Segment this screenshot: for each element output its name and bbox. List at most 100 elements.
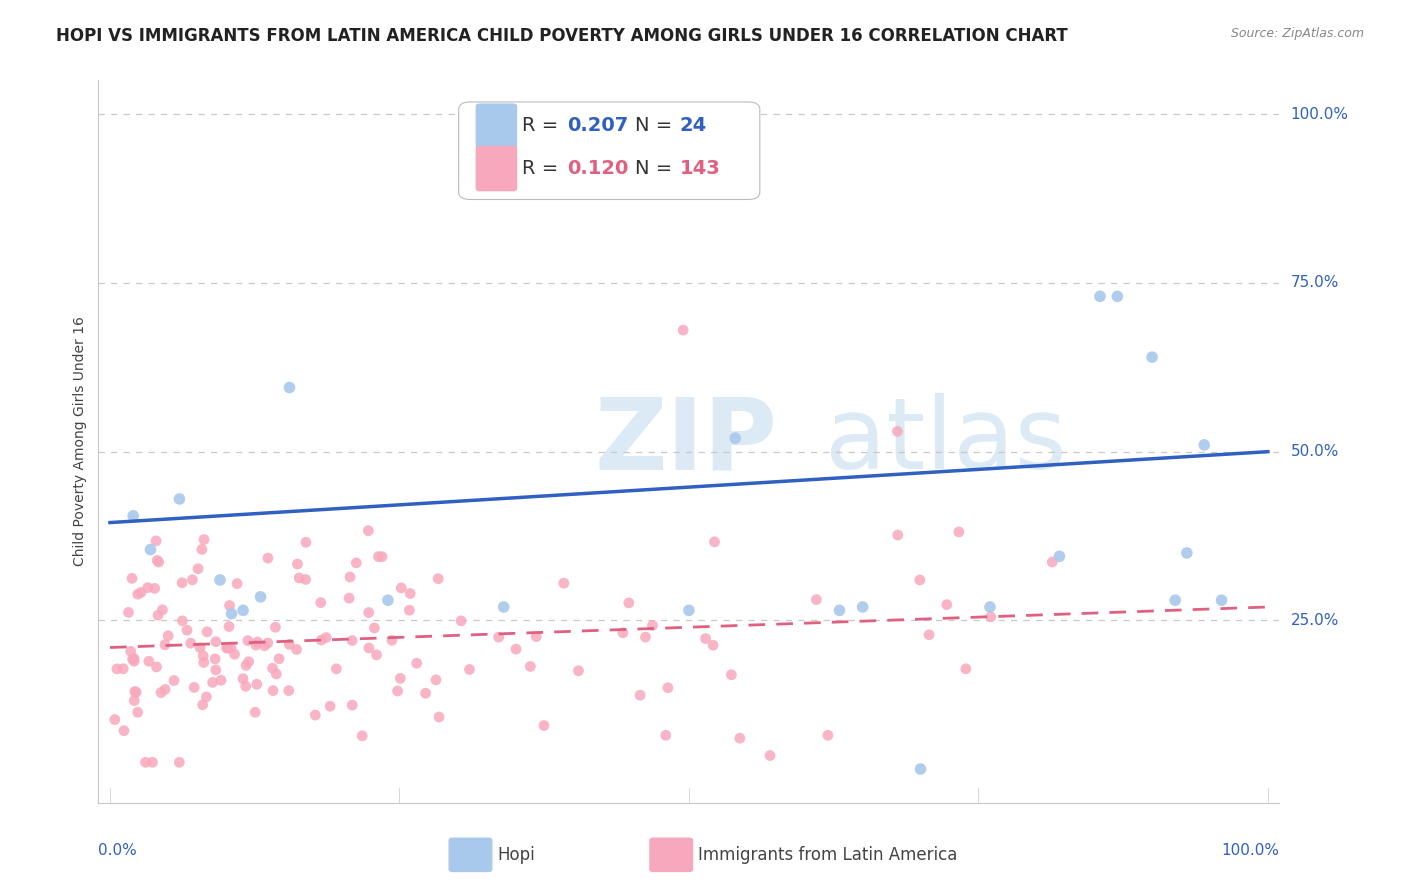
Point — [852, 599, 875, 614]
Point — [910, 762, 932, 776]
Point — [367, 549, 389, 564]
Point — [127, 587, 149, 601]
Point — [193, 533, 215, 547]
Text: 100.0%: 100.0% — [1222, 843, 1279, 857]
Point — [191, 698, 214, 712]
Text: N =: N = — [634, 116, 678, 136]
Point — [304, 708, 326, 723]
Point — [357, 524, 380, 538]
Text: N =: N = — [634, 159, 678, 178]
Point — [612, 625, 634, 640]
Text: 0.120: 0.120 — [567, 159, 628, 178]
Point — [294, 573, 316, 587]
Point — [287, 557, 309, 571]
Point — [204, 652, 226, 666]
Point — [617, 596, 640, 610]
Point — [505, 642, 527, 657]
Point — [1088, 289, 1111, 303]
Point — [246, 677, 269, 691]
Text: Source: ZipAtlas.com: Source: ZipAtlas.com — [1230, 27, 1364, 40]
Point — [172, 614, 194, 628]
Point — [398, 603, 420, 617]
Point — [695, 632, 717, 646]
Point — [205, 634, 228, 648]
Point — [387, 684, 409, 698]
Point — [249, 590, 271, 604]
Point — [672, 323, 695, 337]
Point — [172, 575, 194, 590]
Point — [309, 596, 332, 610]
Point — [340, 633, 363, 648]
Point — [886, 425, 908, 439]
Point — [120, 644, 142, 658]
Text: 24: 24 — [679, 116, 707, 136]
Point — [405, 657, 427, 671]
Point — [218, 619, 240, 633]
Point — [215, 640, 238, 655]
Text: HOPI VS IMMIGRANTS FROM LATIN AMERICA CHILD POVERTY AMONG GIRLS UNDER 16 CORRELA: HOPI VS IMMIGRANTS FROM LATIN AMERICA CH… — [56, 27, 1069, 45]
Point — [238, 655, 260, 669]
Point — [458, 663, 481, 677]
Point — [235, 658, 257, 673]
Point — [311, 633, 333, 648]
Point — [226, 576, 249, 591]
Point — [1107, 289, 1129, 303]
Point — [112, 723, 135, 738]
Point — [1049, 549, 1071, 564]
Point — [169, 756, 191, 770]
Point — [657, 681, 679, 695]
Text: Hopi: Hopi — [498, 846, 536, 863]
Point — [217, 641, 239, 656]
Point — [253, 639, 276, 653]
Point — [218, 599, 240, 613]
Point — [112, 662, 135, 676]
Point — [195, 624, 218, 639]
Point — [415, 686, 437, 700]
Point — [724, 431, 747, 445]
Point — [1140, 350, 1163, 364]
Point — [678, 603, 700, 617]
Point — [127, 706, 149, 720]
Point — [427, 572, 450, 586]
Point — [136, 581, 159, 595]
Point — [243, 706, 266, 720]
Point — [357, 640, 380, 655]
Point — [169, 491, 191, 506]
Point — [288, 571, 311, 585]
Point — [104, 713, 127, 727]
Point — [193, 648, 215, 663]
Point — [122, 651, 145, 665]
Point — [208, 573, 231, 587]
Point — [269, 652, 291, 666]
Point — [366, 648, 388, 662]
Point — [342, 698, 364, 712]
Point — [262, 683, 284, 698]
Point — [145, 660, 167, 674]
Point — [122, 654, 145, 668]
Text: R =: R = — [523, 159, 565, 178]
Point — [153, 638, 176, 652]
Point — [817, 728, 839, 742]
Point — [315, 631, 337, 645]
Point — [122, 508, 145, 523]
Point — [524, 630, 547, 644]
Point — [381, 633, 404, 648]
Point — [363, 621, 385, 635]
Point — [180, 636, 202, 650]
Point — [236, 633, 259, 648]
Point — [204, 663, 226, 677]
Point — [141, 756, 163, 770]
Point — [377, 593, 399, 607]
Point — [948, 524, 970, 539]
Point — [209, 673, 232, 688]
Point — [488, 630, 510, 644]
Point — [339, 570, 361, 584]
FancyBboxPatch shape — [458, 102, 759, 200]
Point — [148, 555, 170, 569]
Point — [143, 582, 166, 596]
Point — [634, 630, 657, 644]
Point — [1040, 555, 1063, 569]
Point — [1175, 546, 1198, 560]
Text: 0.207: 0.207 — [567, 116, 628, 136]
Text: 25.0%: 25.0% — [1291, 613, 1339, 628]
